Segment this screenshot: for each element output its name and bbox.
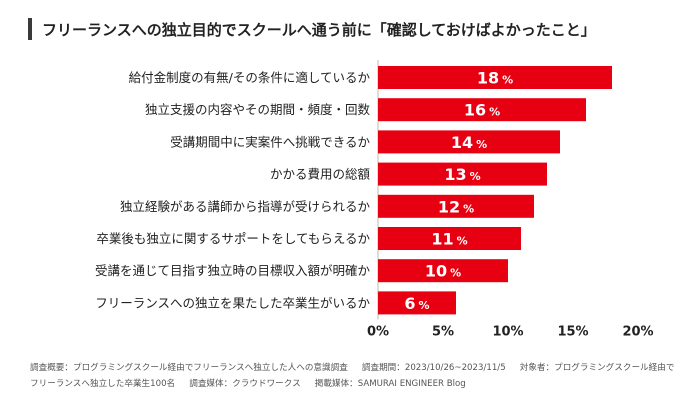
- category-label: フリーランスへの独立を果たした卒業生がいるか: [95, 295, 370, 310]
- category-label: 独立支援の内容やその期間・頻度・回数: [145, 102, 371, 117]
- category-label: かかる費用の総額: [270, 167, 371, 182]
- category-label: 卒業後も独立に関するサポートをしてもらえるか: [96, 231, 370, 246]
- footnote-target: 対象者：プログラミングスクール経由でフリーランスへ独立した卒業生100名: [30, 363, 675, 389]
- category-label: 独立経験がある講師から指導が受けられるか: [120, 199, 371, 214]
- footnote-summary: 調査概要：プログラミングスクール経由でフリーランスへ独立した人への意識調査: [30, 363, 348, 373]
- x-tick-label: 15%: [557, 324, 588, 339]
- category-label: 受講を通じて目指す独立時の目標収入額が明確か: [95, 263, 371, 278]
- bar-value-label: 18%: [477, 69, 513, 88]
- title-block: フリーランスへの独立目的でスクールへ通う前に「確認しておけばよかったこと」: [28, 18, 596, 40]
- bar: [378, 291, 456, 315]
- bar: [378, 130, 560, 154]
- bar: [378, 98, 586, 122]
- category-labels: 給付金制度の有無/その条件に適しているか独立支援の内容やその期間・頻度・回数受講…: [95, 70, 371, 310]
- bar-value-label: 13%: [444, 165, 480, 184]
- x-tick-label: 10%: [492, 324, 523, 339]
- chart-title: フリーランスへの独立目的でスクールへ通う前に「確認しておけばよかったこと」: [42, 20, 596, 39]
- x-axis-ticks: 0% 5% 10% 15% 20%: [367, 324, 654, 339]
- bars-layer: 18 % 16 % 14 % 13 % 12 % 11 % 10 % 6%: [378, 66, 612, 315]
- footnote-period: 調査期間：2023/10/26~2023/11/5: [361, 363, 506, 373]
- title-accent-bar: [28, 18, 32, 40]
- bar-value-label: 10%: [425, 262, 461, 281]
- category-label: 受講期間中に実案件へ挑戦できるか: [170, 134, 370, 149]
- category-label: 給付金制度の有無/その条件に適しているか: [129, 70, 371, 85]
- footnote: 調査概要：プログラミングスクール経由でフリーランスへ独立した人への意識調査 調査…: [30, 360, 680, 392]
- bar-value-label: 14%: [451, 133, 487, 152]
- bar-value-label: 11%: [431, 230, 467, 249]
- x-tick-label: 0%: [367, 324, 389, 339]
- bar-value-label: 6%: [404, 294, 429, 313]
- bar: [378, 162, 547, 186]
- footnote-publisher: 掲載媒体：SAMURAI ENGINEER Blog: [314, 379, 466, 389]
- bar: [378, 259, 508, 283]
- bar-value-label: 16%: [464, 101, 500, 120]
- bar: [378, 194, 534, 218]
- bar-value-label: 12%: [438, 197, 474, 216]
- x-tick-label: 5%: [432, 324, 454, 339]
- footnote-medium: 調査媒体：クラウドワークス: [189, 379, 301, 389]
- bar: [378, 227, 521, 250]
- bar: [378, 66, 612, 89]
- x-tick-label: 20%: [622, 324, 653, 339]
